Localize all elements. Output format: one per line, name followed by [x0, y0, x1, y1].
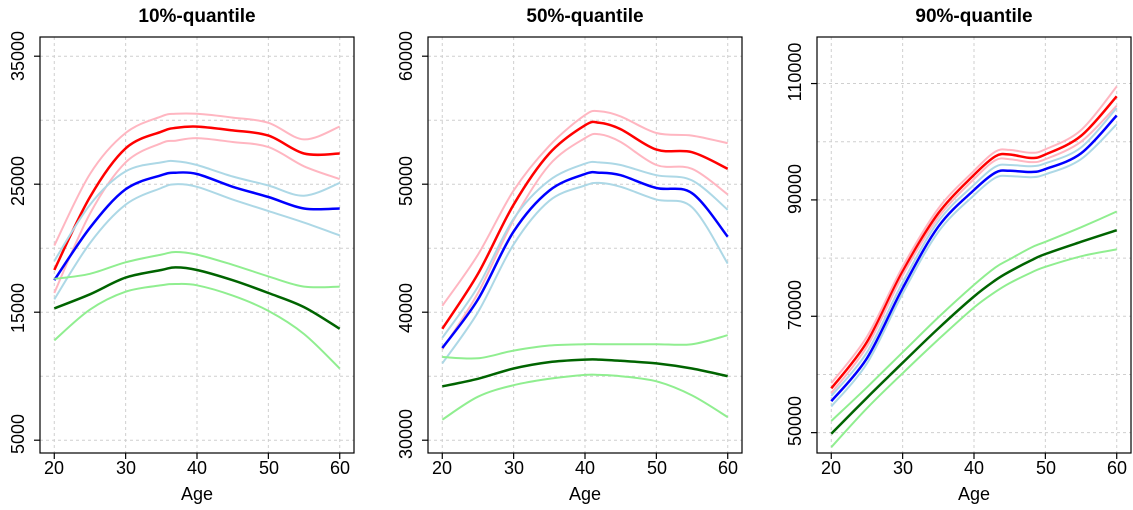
x-tick-label: 50: [647, 458, 667, 478]
series-layer: [830, 85, 1118, 448]
grid: [428, 37, 742, 453]
series-line: [830, 210, 1118, 422]
series-line: [441, 181, 729, 364]
y-tick-label: 35000: [8, 31, 28, 81]
series-line: [830, 123, 1118, 408]
x-tick-label: 20: [44, 458, 64, 478]
series-line: [53, 282, 341, 370]
panel-10pct: 10%-quantile 20 30 40 50 60 Age 5000 150…: [8, 6, 355, 504]
y-tick-label: 60000: [396, 31, 416, 81]
panel-90pct: 90%-quantile 20 30 40 50 60 Age 50000 70…: [785, 6, 1132, 504]
y-axis: 5000 15000 25000 35000: [8, 31, 28, 454]
series-line: [53, 183, 341, 300]
x-axis: 20 30 40 50 60 Age: [432, 458, 738, 504]
series-line: [830, 107, 1118, 397]
series-line: [442, 334, 728, 360]
series-line: [53, 171, 340, 281]
series-line: [53, 137, 341, 294]
series-line: [53, 125, 340, 271]
x-tick-label: 40: [964, 458, 984, 478]
y-tick-label: 25000: [8, 156, 28, 206]
series-line: [830, 229, 1118, 435]
series-line: [53, 159, 341, 262]
x-tick-label: 30: [116, 458, 136, 478]
y-tick-label: 5000: [8, 414, 28, 454]
x-tick-label: 20: [821, 458, 841, 478]
series-line: [441, 132, 729, 350]
panel-title: 10%-quantile: [138, 6, 255, 27]
y-tick-label: 30000: [396, 409, 416, 459]
series-line: [830, 104, 1118, 394]
x-axis-label: Age: [569, 484, 601, 504]
series-line: [441, 373, 729, 421]
series-line: [441, 109, 728, 307]
series-line: [54, 251, 340, 289]
x-tick-label: 60: [330, 458, 350, 478]
series-line: [53, 112, 341, 247]
series-line: [442, 358, 728, 388]
y-tick-label: 50000: [785, 396, 805, 446]
y-tick-label: 40000: [396, 283, 416, 333]
x-axis: 20 30 40 50 60 Age: [44, 458, 350, 504]
x-tick-label: 50: [259, 458, 279, 478]
y-axis: 50000 70000 90000 110000: [785, 43, 805, 446]
series-line: [830, 114, 1118, 402]
x-tick-label: 20: [432, 458, 452, 478]
x-tick-label: 60: [718, 458, 738, 478]
series-line: [441, 170, 729, 349]
panel-title: 90%-quantile: [915, 6, 1032, 27]
x-tick-label: 50: [1036, 458, 1056, 478]
series-line: [441, 120, 729, 330]
series-layer: [441, 109, 729, 421]
grid: [40, 37, 354, 453]
x-tick-label: 30: [893, 458, 913, 478]
x-axis: 20 30 40 50 60 Age: [821, 458, 1127, 504]
series-line: [830, 95, 1118, 390]
x-tick-label: 30: [504, 458, 524, 478]
y-tick-label: 90000: [785, 164, 805, 214]
x-axis-label: Age: [958, 484, 990, 504]
y-tick-label: 110000: [785, 43, 805, 102]
x-axis-label: Age: [181, 484, 213, 504]
y-tick-label: 70000: [785, 280, 805, 330]
panel-50pct: 50%-quantile 20 30 40 50 60 Age 30000 40…: [396, 6, 743, 504]
y-tick-label: 50000: [396, 156, 416, 206]
series-line: [441, 160, 729, 339]
series-line: [830, 85, 1118, 384]
grid: [817, 37, 1131, 453]
series-line: [830, 248, 1117, 448]
x-tick-label: 60: [1107, 458, 1127, 478]
panel-title: 50%-quantile: [526, 6, 643, 27]
y-tick-label: 15000: [8, 283, 28, 333]
y-axis: 30000 40000 50000 60000: [396, 31, 416, 459]
series-layer: [53, 112, 341, 370]
series-line: [53, 266, 341, 330]
x-tick-label: 40: [575, 458, 595, 478]
x-tick-label: 40: [187, 458, 207, 478]
